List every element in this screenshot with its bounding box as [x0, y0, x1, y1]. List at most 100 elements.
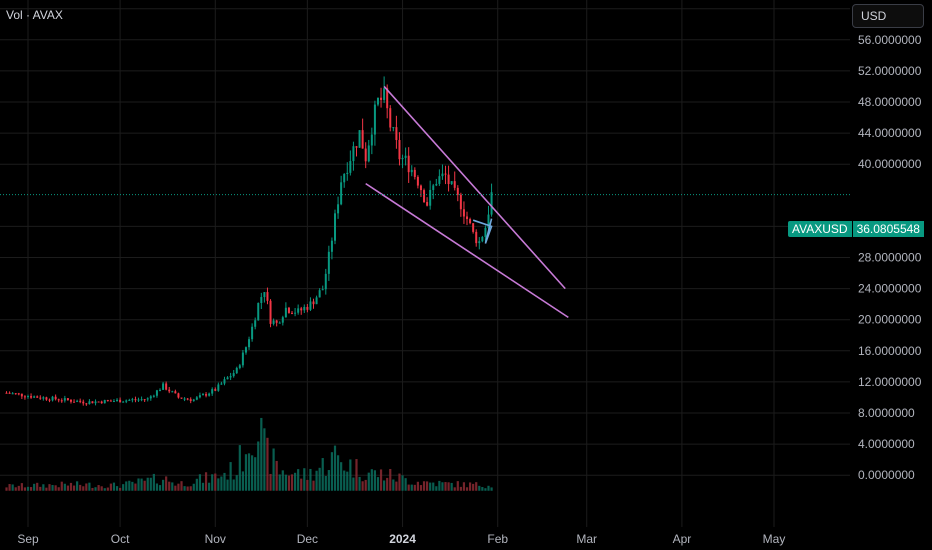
candle-body	[73, 401, 76, 403]
x-tick-label: Dec	[297, 532, 318, 546]
x-tick-label: Nov	[205, 532, 226, 546]
candle-body	[294, 312, 297, 314]
currency-button[interactable]: USD	[852, 4, 924, 28]
volume-bar	[266, 437, 269, 491]
candle-body	[426, 202, 429, 206]
wedge-lower	[365, 182, 569, 319]
volume-bar	[312, 480, 315, 491]
x-tick-label: 2024	[389, 532, 416, 546]
volume-bar	[171, 482, 174, 491]
x-tick-label: Mar	[576, 532, 597, 546]
candle-body	[211, 389, 214, 394]
candle-body	[30, 396, 33, 398]
volume-bar	[478, 485, 481, 491]
time-axis[interactable]: Sep Oct Nov Dec 2024 Feb Mar Apr May	[17, 532, 785, 546]
volume-bar	[220, 476, 223, 491]
volume-bar	[115, 486, 119, 491]
volume-bar	[413, 484, 416, 491]
candle-body	[69, 400, 72, 402]
candle-body	[51, 396, 54, 401]
volume-bar	[165, 476, 168, 491]
volume-bar	[103, 488, 106, 491]
volume-bar	[20, 483, 23, 491]
candle-body	[54, 396, 57, 400]
candle-body	[232, 373, 235, 377]
candle-body	[306, 306, 309, 310]
volume-bar	[318, 467, 321, 491]
y-tick-label: 48.0000000	[858, 95, 922, 109]
flag-pattern	[472, 218, 493, 244]
drawing-annotations[interactable]	[365, 85, 569, 319]
volume-bar	[36, 482, 39, 491]
candle-body	[220, 383, 223, 385]
y-tick-label: 40.0000000	[858, 157, 922, 171]
x-tick-label: Oct	[111, 532, 130, 546]
volume-bar	[204, 472, 208, 491]
volume-bar	[186, 486, 189, 491]
volume-bar	[201, 482, 205, 491]
volume-bar	[447, 482, 450, 491]
volume-bar	[453, 487, 456, 491]
volume-bar	[367, 472, 370, 491]
volume-bar	[11, 484, 14, 491]
volume-bar	[180, 481, 183, 491]
volume-bar	[189, 486, 192, 491]
volume-bar	[340, 462, 343, 491]
candle-body	[140, 399, 143, 401]
candle-body	[257, 303, 260, 321]
candle-body	[456, 187, 459, 195]
volume-bar	[33, 483, 36, 491]
candle-body	[349, 161, 352, 173]
candle-body	[94, 401, 97, 404]
candle-body	[128, 399, 131, 401]
candle-body	[229, 376, 232, 378]
candle-body	[358, 130, 361, 148]
volume-bar	[131, 481, 134, 491]
volume-bar	[161, 479, 165, 491]
candle-body	[103, 400, 106, 404]
volume-bar	[462, 482, 466, 491]
grid-lines	[0, 0, 850, 527]
candlestick-series	[5, 76, 493, 406]
candle-body	[159, 389, 162, 391]
volume-bar	[5, 487, 8, 491]
volume-bar	[217, 478, 220, 491]
volume-bar	[370, 469, 373, 491]
volume-bar	[484, 488, 487, 491]
candle-body	[370, 134, 373, 146]
volume-bar	[244, 454, 248, 491]
candle-body	[205, 394, 208, 396]
candle-body	[42, 397, 45, 399]
volume-bar	[309, 468, 312, 491]
volume-bar	[42, 484, 45, 491]
volume-bar	[435, 486, 438, 491]
volume-bar	[361, 481, 364, 491]
volume-bar	[238, 445, 241, 491]
volume-bar	[14, 487, 17, 491]
y-tick-label: 12.0000000	[858, 375, 922, 389]
volume-bar	[272, 448, 275, 491]
candle-body	[337, 204, 340, 214]
candle-body	[361, 130, 364, 149]
volume-bar	[254, 457, 257, 491]
volume-bar	[490, 487, 493, 491]
candle-body	[88, 401, 91, 405]
candle-body	[45, 397, 48, 400]
volume-bar	[386, 477, 389, 491]
volume-bar	[306, 479, 309, 491]
candle-body	[201, 394, 204, 396]
candle-body	[441, 173, 444, 177]
price-tag-value: 36.0805548	[852, 221, 924, 237]
volume-bar	[472, 483, 475, 491]
candle-body	[324, 273, 327, 290]
candle-body	[392, 127, 395, 129]
candle-body	[238, 365, 241, 368]
volume-bar	[321, 458, 324, 491]
volume-bar	[441, 482, 444, 491]
volume-bar	[404, 478, 407, 491]
volume-bar	[416, 481, 419, 491]
candle-body	[8, 392, 11, 394]
candle-body	[76, 400, 79, 402]
candle-body	[330, 240, 333, 252]
